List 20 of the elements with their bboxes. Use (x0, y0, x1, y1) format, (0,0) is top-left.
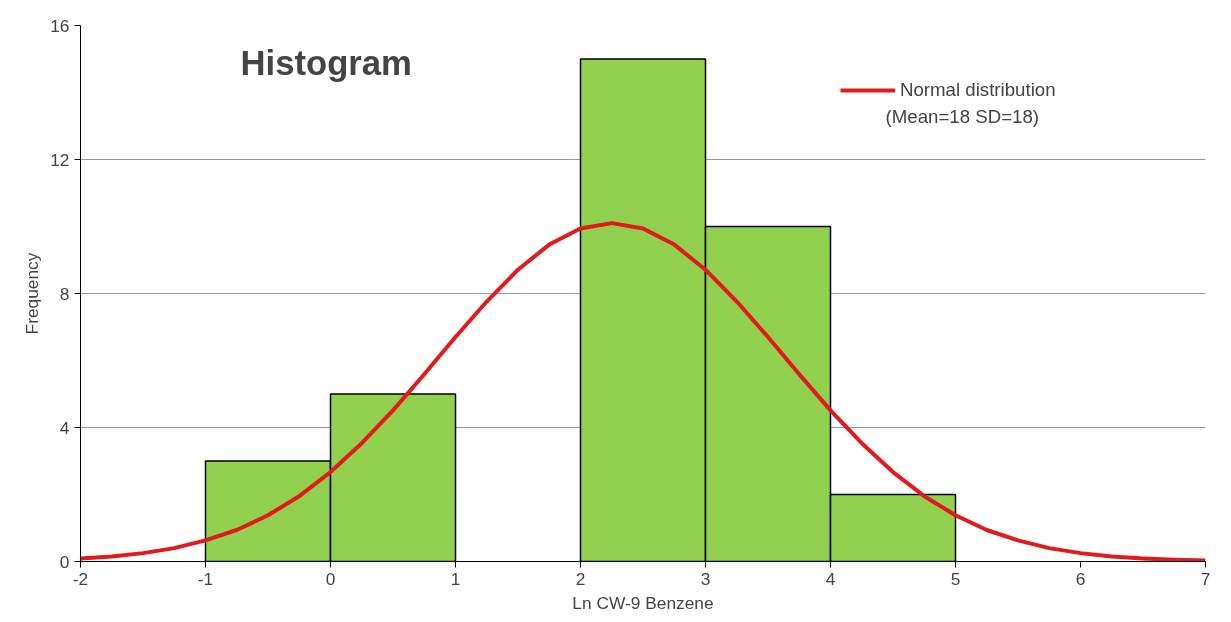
annotation: (Mean=18 SD=18) (885, 105, 1039, 127)
x-tick-label: 4 (825, 568, 836, 589)
y-tick-label: 4 (59, 417, 70, 438)
x-tick-label: 3 (700, 568, 711, 589)
legend-label: Normal distribution (900, 79, 1056, 101)
x-tick-label: 0 (325, 568, 336, 589)
x-tick-label: 1 (450, 568, 461, 589)
x-tick-label: 6 (1075, 568, 1086, 589)
y-tick-label: 12 (50, 149, 70, 170)
x-tick-label: -2 (72, 568, 89, 589)
x-tick-label: 7 (1200, 568, 1211, 589)
x-tick-label: 2 (575, 568, 586, 589)
x-tick-label: -1 (197, 568, 214, 589)
text: Histogram (240, 43, 412, 82)
y-tick-label: 16 (50, 15, 70, 36)
y-tick-label: 8 (59, 283, 70, 304)
y-axis-title: Frequency (22, 252, 43, 335)
y-tick-label: 0 (59, 551, 70, 572)
x-axis-title: Ln CW-9 Benzene (572, 592, 714, 613)
x-tick-label: 5 (950, 568, 961, 589)
